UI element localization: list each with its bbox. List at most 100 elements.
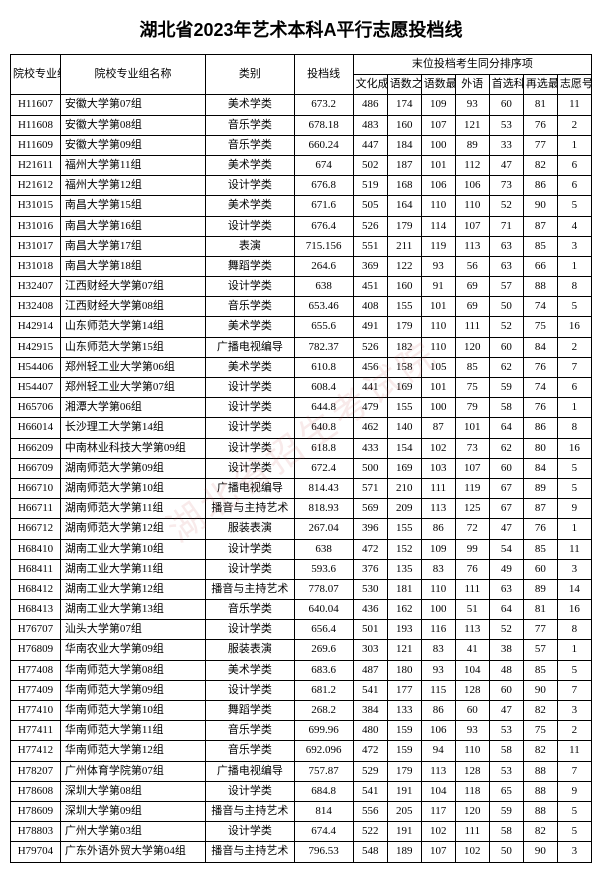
td-s5: 76 [523,398,557,418]
td-s5: 84 [523,458,557,478]
td-s1: 174 [387,95,421,115]
td-code: H66710 [11,478,61,498]
td-s6: 9 [557,499,591,519]
td-s5: 86 [523,176,557,196]
td-s6: 5 [557,801,591,821]
td-s3: 41 [455,640,489,660]
td-s2: 107 [421,842,455,862]
td-cat: 音乐学类 [206,135,295,155]
td-s1: 154 [387,438,421,458]
td-s1: 169 [387,458,421,478]
td-s3: 72 [455,519,489,539]
th-sub-3: 外语 [455,75,489,95]
td-s6: 3 [557,559,591,579]
th-tiegroup: 末位投档考生同分排序项 [353,55,591,75]
td-s4: 38 [489,640,523,660]
td-s6: 5 [557,822,591,842]
td-s4: 60 [489,95,523,115]
td-s1: 133 [387,701,421,721]
table-row: H77410华南师范大学第10组舞蹈学类268.2384133866047823 [11,701,592,721]
td-cat: 广播电视编导 [206,337,295,357]
td-s3: 89 [455,135,489,155]
td-cat: 美术学类 [206,317,295,337]
td-s6: 5 [557,458,591,478]
th-sub-0: 文化成绩 [353,75,387,95]
td-code: H76809 [11,640,61,660]
td-cat: 设计学类 [206,378,295,398]
td-score: 638 [294,539,353,559]
td-s1: 189 [387,842,421,862]
td-s6: 5 [557,478,591,498]
table-row: H32408江西财经大学第08组音乐学类653.4640815510169507… [11,297,592,317]
td-name: 中南林业科技大学第09组 [60,438,205,458]
td-s5: 89 [523,579,557,599]
td-s3: 113 [455,620,489,640]
td-s0: 451 [353,277,387,297]
table-row: H11607安徽大学第07组美术学类673.248617410993608111 [11,95,592,115]
td-score: 671.6 [294,196,353,216]
table-row: H79704广东外语外贸大学第04组播音与主持艺术796.53548189107… [11,842,592,862]
td-s0: 556 [353,801,387,821]
td-name: 南昌大学第18组 [60,256,205,276]
td-name: 福州大学第11组 [60,155,205,175]
td-name: 华南师范大学第10组 [60,701,205,721]
td-s5: 76 [523,519,557,539]
td-cat: 播音与主持艺术 [206,801,295,821]
table-row: H77411华南师范大学第11组音乐学类699.9648015910693537… [11,721,592,741]
td-code: H78207 [11,761,61,781]
td-s2: 93 [421,256,455,276]
td-name: 湖南师范大学第09组 [60,458,205,478]
td-cat: 设计学类 [206,216,295,236]
td-score: 660.24 [294,135,353,155]
td-s0: 486 [353,95,387,115]
td-code: H21612 [11,176,61,196]
td-s6: 4 [557,216,591,236]
td-score: 676.8 [294,176,353,196]
td-cat: 广播电视编导 [206,478,295,498]
td-s2: 101 [421,297,455,317]
td-s6: 2 [557,115,591,135]
td-s3: 118 [455,781,489,801]
td-score: 653.46 [294,297,353,317]
th-sub-4: 首选科目 [489,75,523,95]
td-s4: 57 [489,277,523,297]
table-row: H42915山东师范大学第15组广播电视编导782.37526182110120… [11,337,592,357]
th-sub-1: 语数之和 [387,75,421,95]
td-s1: 182 [387,337,421,357]
td-code: H31018 [11,256,61,276]
td-s5: 82 [523,701,557,721]
td-s4: 53 [489,721,523,741]
td-cat: 音乐学类 [206,721,295,741]
table-row: H31016南昌大学第16组设计学类676.452617911410771874 [11,216,592,236]
td-cat: 设计学类 [206,559,295,579]
td-s2: 110 [421,337,455,357]
td-s3: 60 [455,701,489,721]
table-row: H68412湖南工业大学第12组播音与主持艺术778.0753018111011… [11,579,592,599]
td-s2: 93 [421,660,455,680]
td-s2: 115 [421,680,455,700]
td-score: 640.04 [294,600,353,620]
td-s6: 11 [557,95,591,115]
td-score: 678.18 [294,115,353,135]
td-s5: 80 [523,438,557,458]
td-s6: 9 [557,781,591,801]
table-row: H68413湖南工业大学第13组音乐学类640.0443616210051648… [11,600,592,620]
td-s6: 3 [557,842,591,862]
td-s1: 155 [387,297,421,317]
td-s4: 50 [489,842,523,862]
td-name: 福州大学第12组 [60,176,205,196]
td-code: H11607 [11,95,61,115]
td-s2: 109 [421,95,455,115]
td-s2: 119 [421,236,455,256]
th-sub-5: 再选最高 [523,75,557,95]
td-name: 华南师范大学第12组 [60,741,205,761]
td-s5: 76 [523,357,557,377]
td-s1: 159 [387,741,421,761]
td-s5: 77 [523,620,557,640]
td-s4: 33 [489,135,523,155]
td-code: H31017 [11,236,61,256]
td-s5: 88 [523,277,557,297]
td-s4: 58 [489,822,523,842]
td-s1: 169 [387,378,421,398]
td-code: H66709 [11,458,61,478]
